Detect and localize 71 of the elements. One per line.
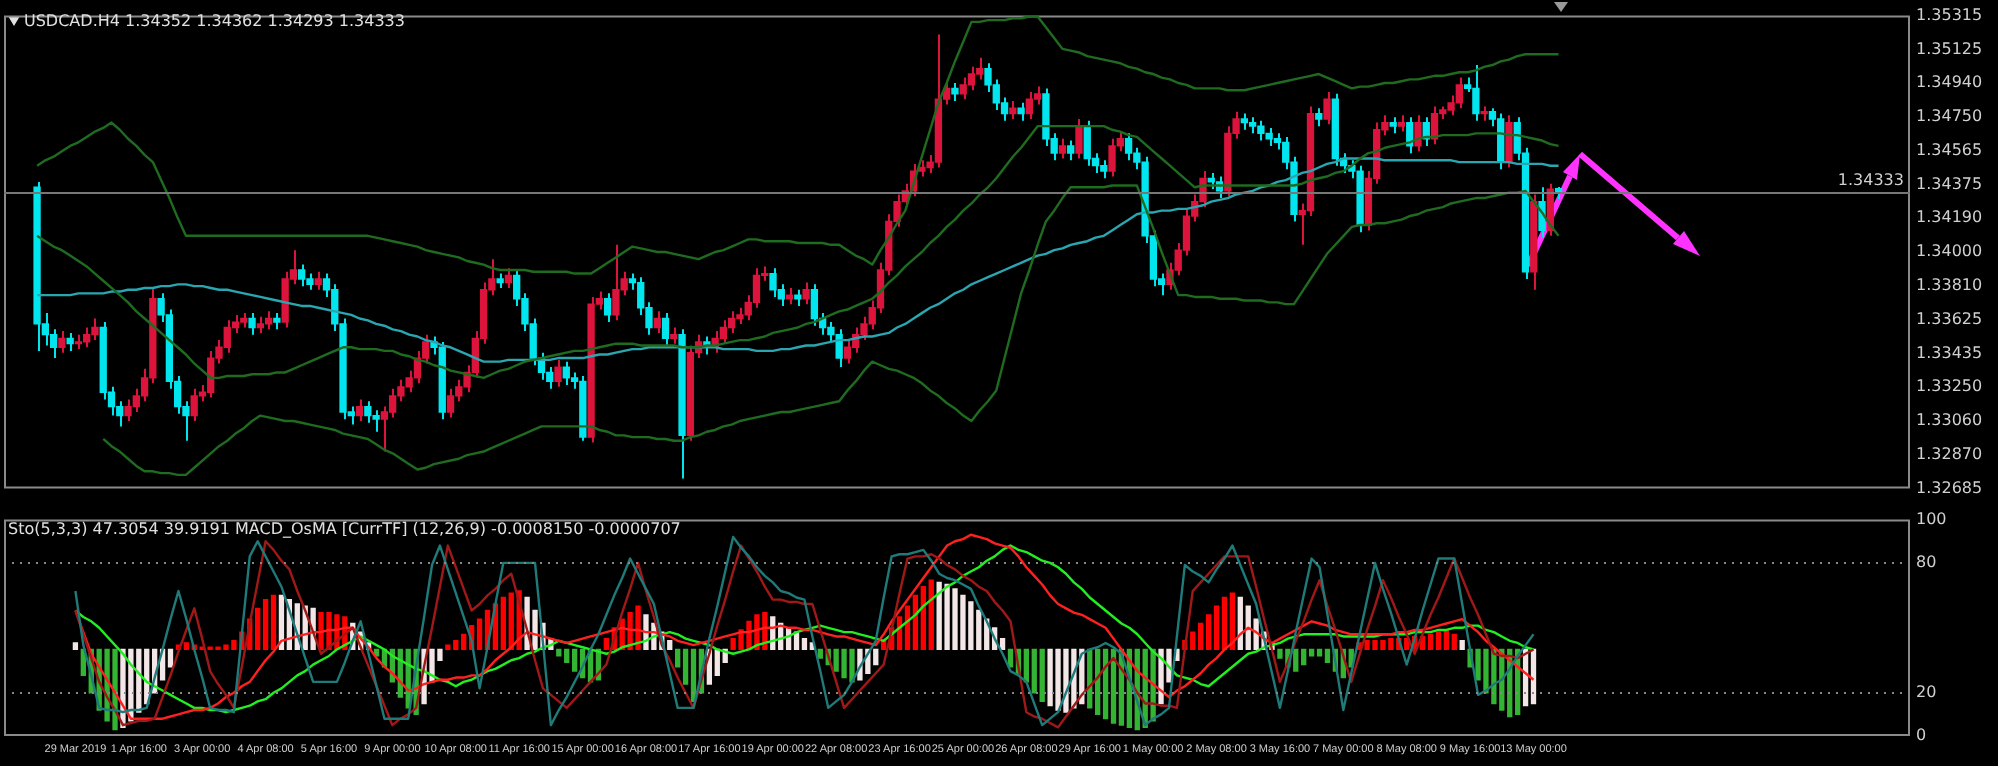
- bar: [453, 640, 459, 651]
- bar: [571, 648, 578, 672]
- bar: [1039, 648, 1045, 703]
- bar: [1364, 640, 1370, 651]
- bar: [1427, 633, 1434, 651]
- bar: [1205, 614, 1212, 651]
- bar: [849, 648, 855, 683]
- bar: [1031, 648, 1037, 694]
- bar: [564, 648, 570, 664]
- bar: [944, 583, 950, 651]
- y-tick-label: 1.33625: [1916, 309, 1983, 328]
- bar: [968, 601, 974, 651]
- bar: [476, 618, 483, 651]
- bar: [270, 594, 277, 651]
- y-tick-label: 1.32685: [1916, 478, 1983, 497]
- y-tick-label: 80: [1916, 553, 1937, 572]
- bar: [262, 599, 269, 651]
- y-tick-label: 0: [1916, 726, 1927, 745]
- bar: [1435, 631, 1442, 651]
- bar: [1301, 648, 1307, 666]
- bar: [952, 588, 958, 651]
- chart-title: USDCAD.H4 1.34352 1.34362 1.34293 1.34333: [24, 12, 405, 30]
- bar: [960, 594, 966, 651]
- bar: [183, 642, 190, 651]
- bar: [1047, 648, 1053, 707]
- bar: [223, 644, 229, 651]
- y-tick-label: 1.35315: [1916, 5, 1983, 24]
- bar: [1198, 622, 1204, 651]
- y-tick-label: 20: [1916, 682, 1937, 701]
- bar: [1316, 648, 1323, 657]
- y-tick-label: 1.33810: [1916, 276, 1983, 295]
- y-tick-label: 1.34940: [1916, 73, 1983, 92]
- y-tick-label: 1.35125: [1916, 39, 1983, 58]
- y-tick-label: 1.34000: [1916, 242, 1983, 261]
- bar: [1293, 648, 1299, 672]
- bar: [873, 648, 879, 666]
- bar: [801, 637, 808, 651]
- bar: [730, 637, 736, 651]
- y-tick-label: 1.34375: [1916, 174, 1983, 193]
- bar: [255, 607, 261, 651]
- bar: [1380, 640, 1386, 651]
- bar: [817, 648, 823, 659]
- bar: [1459, 640, 1465, 651]
- bar: [833, 648, 839, 672]
- y-tick-label: 1.34565: [1916, 140, 1983, 159]
- bar: [1277, 648, 1283, 659]
- bar: [1190, 631, 1196, 651]
- bar: [1221, 596, 1228, 651]
- bar: [72, 642, 79, 651]
- bar: [556, 648, 562, 657]
- y-tick-label: 1.33060: [1916, 411, 1983, 430]
- bar: [1451, 633, 1457, 651]
- y-tick-label: 1.32870: [1916, 445, 1983, 464]
- chart-title: Sto(5,3,3) 47.3054 39.9191 MACD_OsMA [CurrTF] (12,26,9) -0.0008150 -0.0000707: [8, 520, 681, 538]
- bar: [1372, 640, 1378, 651]
- bar: [1308, 648, 1315, 657]
- y-tick-label: 1.33250: [1916, 376, 1983, 395]
- bar: [500, 596, 506, 651]
- bar: [976, 609, 982, 651]
- y-tick-label: 1.34190: [1916, 208, 1983, 226]
- bar: [461, 633, 467, 651]
- ref-line-label: 1.34333: [1837, 171, 1904, 190]
- y-tick-label: 1.33435: [1916, 343, 1983, 362]
- bar: [1055, 648, 1061, 711]
- bar: [1388, 637, 1394, 651]
- bar: [1324, 648, 1331, 664]
- y-tick-label: 1.34750: [1916, 107, 1983, 126]
- y-tick-label: 100: [1916, 509, 1947, 528]
- bar: [841, 648, 847, 679]
- bar: [1213, 605, 1220, 651]
- bar: [445, 644, 451, 651]
